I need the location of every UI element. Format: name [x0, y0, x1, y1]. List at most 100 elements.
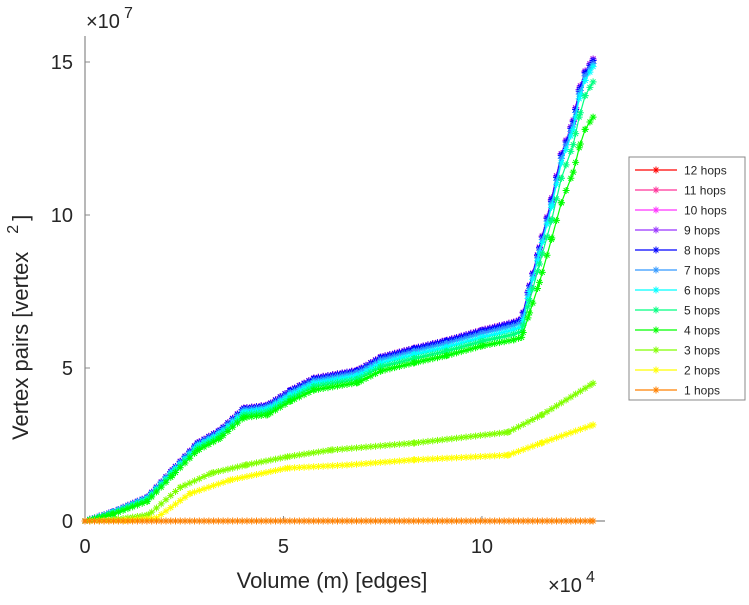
data-point-marker — [276, 454, 284, 462]
data-point-marker — [300, 517, 308, 525]
data-point-marker — [526, 288, 534, 296]
data-point-marker — [536, 278, 544, 286]
data-point-marker — [386, 357, 394, 365]
data-point-marker — [195, 475, 203, 483]
data-point-marker — [472, 339, 480, 347]
data-point-marker — [395, 354, 403, 362]
data-point-marker — [248, 413, 256, 421]
legend-item-10-hops[interactable]: 10 hops — [635, 204, 727, 218]
data-point-marker — [495, 517, 503, 525]
data-point-marker — [310, 386, 318, 394]
data-point-marker — [210, 482, 218, 490]
data-point-marker — [476, 431, 484, 439]
data-point-marker — [572, 158, 580, 166]
data-point-marker — [319, 381, 327, 389]
data-point-marker — [524, 517, 532, 525]
data-point-marker — [491, 326, 499, 334]
data-point-marker — [376, 442, 384, 450]
data-point-marker — [405, 439, 413, 447]
y-multiplier: ×10 7 — [86, 5, 133, 33]
data-point-marker — [510, 330, 518, 338]
data-point-marker — [589, 421, 597, 429]
data-point-marker — [562, 161, 570, 169]
legend-item-1-hops[interactable]: 1 hops — [635, 384, 720, 398]
data-point-marker — [478, 342, 486, 350]
data-point-marker — [252, 459, 260, 467]
data-point-marker — [343, 377, 351, 385]
data-point-marker — [338, 378, 346, 386]
data-point-marker — [472, 453, 480, 461]
data-point-marker — [576, 387, 584, 395]
legend-item-5-hops[interactable]: 5 hops — [635, 304, 720, 318]
data-point-marker — [367, 443, 375, 451]
data-point-marker — [514, 334, 522, 342]
legend-star-marker-icon — [652, 226, 660, 234]
data-point-marker — [589, 113, 597, 121]
data-point-marker — [567, 517, 575, 525]
data-point-marker — [575, 113, 583, 121]
data-point-marker — [405, 517, 413, 525]
data-point-marker — [462, 433, 470, 441]
series-10-hops — [81, 55, 597, 525]
data-point-marker — [557, 517, 565, 525]
data-point-marker — [195, 446, 203, 454]
legend-label: 9 hops — [684, 224, 720, 238]
legend-item-9-hops[interactable]: 9 hops — [635, 224, 720, 238]
data-point-marker — [538, 517, 546, 525]
data-point-marker — [367, 372, 375, 380]
data-point-marker — [109, 510, 117, 518]
data-point-marker — [429, 350, 437, 358]
series-2-hops — [81, 421, 597, 525]
data-point-marker — [557, 159, 565, 167]
data-point-marker — [200, 443, 208, 451]
data-point-marker — [333, 382, 341, 390]
data-point-marker — [168, 472, 176, 480]
data-point-marker — [224, 517, 232, 525]
legend-item-2-hops[interactable]: 2 hops — [635, 364, 720, 378]
data-point-marker — [148, 517, 156, 525]
legend-item-6-hops[interactable]: 6 hops — [635, 284, 720, 298]
data-point-marker — [562, 396, 570, 404]
data-point-marker — [176, 517, 184, 525]
data-point-marker — [91, 517, 99, 525]
data-point-marker — [167, 517, 175, 525]
data-point-marker — [481, 337, 489, 345]
data-point-marker — [233, 475, 241, 483]
data-point-marker — [486, 452, 494, 460]
legend-item-7-hops[interactable]: 7 hops — [635, 264, 720, 278]
data-point-marker — [157, 500, 165, 508]
series-line-5-hops — [84, 81, 594, 522]
data-point-marker — [391, 441, 399, 449]
data-point-marker — [357, 443, 365, 451]
y-axis-label: Vertex pairs [vertex2] — [5, 215, 33, 440]
legend-star-marker-icon — [652, 286, 660, 294]
data-point-marker — [214, 435, 222, 443]
data-point-marker — [186, 489, 194, 497]
legend-item-3-hops[interactable]: 3 hops — [635, 344, 720, 358]
data-point-marker — [214, 467, 222, 475]
data-point-marker — [467, 517, 475, 525]
legend-item-11-hops[interactable]: 11 hops — [635, 184, 726, 198]
data-point-marker — [329, 379, 337, 387]
data-point-marker — [453, 337, 461, 345]
data-point-marker — [529, 299, 537, 307]
data-point-marker — [472, 344, 480, 352]
data-point-marker — [152, 504, 160, 512]
data-point-marker — [283, 453, 291, 461]
data-point-marker — [534, 284, 542, 292]
legend-item-12-hops[interactable]: 12 hops — [635, 164, 727, 178]
data-point-marker — [429, 343, 437, 351]
legend-item-8-hops[interactable]: 8 hops — [635, 244, 720, 258]
data-point-marker — [329, 383, 337, 391]
legend-item-4-hops[interactable]: 4 hops — [635, 324, 720, 338]
data-point-marker — [438, 348, 446, 356]
data-point-marker — [419, 438, 427, 446]
data-point-marker — [376, 458, 384, 466]
data-point-marker — [586, 83, 594, 91]
data-point-marker — [478, 329, 486, 337]
data-point-marker — [395, 517, 403, 525]
data-point-marker — [519, 446, 527, 454]
data-point-marker — [500, 429, 508, 437]
data-point-marker — [262, 457, 270, 465]
data-point-marker — [219, 517, 227, 525]
